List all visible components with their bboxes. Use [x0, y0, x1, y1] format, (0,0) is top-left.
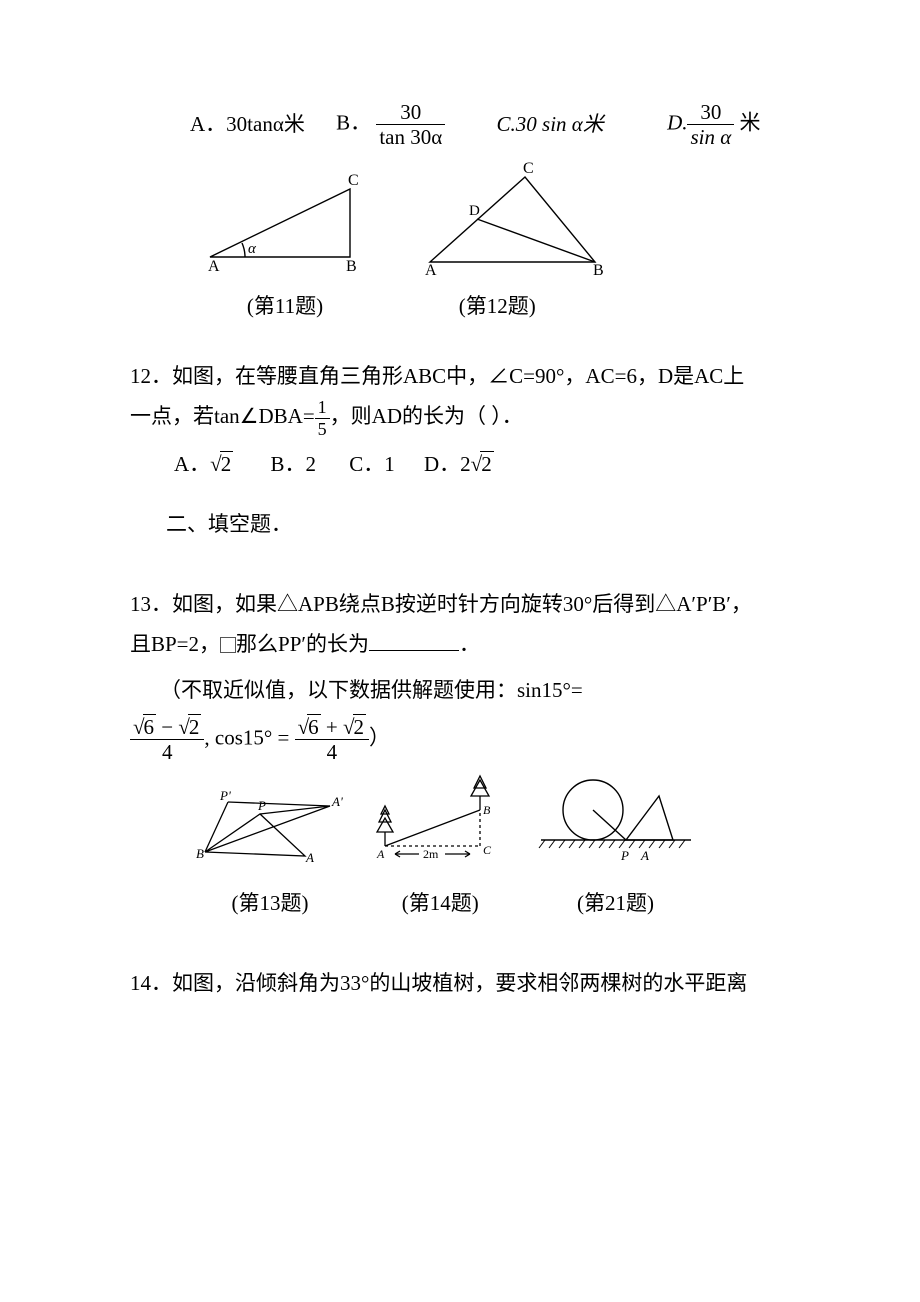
q13-hint-suf: ） — [369, 725, 390, 749]
q13-f2-den: 4 — [295, 740, 369, 764]
q12-optA: A．√2 — [174, 452, 238, 476]
q12-optC: C．1 — [349, 452, 395, 476]
q12-optA-rad: 2 — [220, 451, 234, 476]
q13-f1-b: 2 — [188, 714, 202, 739]
q13-line2: 且BP=2， 那么PP′的长为 ． — [130, 625, 790, 665]
q13-line2a: 且BP=2， — [130, 632, 220, 656]
q13-line2b: 那么PP′的长为 — [236, 632, 369, 656]
question-13: 13．如图，如果△APB绕点B按逆时针方向旋转30°后得到△A′P′B′， 且B… — [130, 585, 790, 764]
fig11-C: C — [348, 172, 359, 189]
caption-14: (第14题) — [365, 884, 515, 924]
q13-mid: , cos15° = — [204, 725, 294, 749]
fig13-Ap: A' — [331, 794, 343, 809]
fig11-B: B — [346, 258, 357, 275]
q12-line2: 一点，若tan∠DBA= 1 5 ，则AD的长为（ ）． — [130, 397, 790, 439]
figure-14: A B C 2m — [365, 774, 515, 864]
opt-C-text: C.30 sin α米 — [497, 112, 604, 136]
q13-frac2: √6 + √2 4 — [295, 715, 369, 764]
opt-A-text: A．30tanα米 — [190, 112, 305, 136]
q13-f1-num: √6 − √2 — [130, 715, 204, 740]
caption-13: (第13题) — [190, 884, 350, 924]
fig11-alpha: α — [248, 241, 257, 257]
q13-hint-pre: （不取近似值，以下数据供解题使用：sin15°= — [160, 678, 583, 702]
fig11-A: A — [208, 258, 220, 275]
q13-formula: √6 − √2 4 , cos15° = √6 + √2 4 ） — [130, 715, 790, 764]
section-2-title: 二、填空题． — [166, 505, 790, 545]
figure-row-11-12: A B C α A B C D — [190, 157, 790, 277]
fig12-D: D — [469, 203, 480, 219]
opt-D-prefix: D. — [667, 110, 687, 134]
fig14-C: C — [483, 843, 492, 857]
fig13-P: P — [257, 798, 266, 813]
opt-D: D. 30 sin α 米 — [667, 100, 760, 149]
opt-B-num: 30 — [376, 100, 445, 125]
q12-optB: B．2 — [270, 452, 316, 476]
opt-D-fraction: 30 sin α — [687, 100, 734, 149]
figure-12: A B C D — [405, 157, 625, 277]
q12-optA-pre: A． — [174, 452, 210, 476]
caption-21: (第21题) — [531, 884, 701, 924]
q13-frac1: √6 − √2 4 — [130, 715, 204, 764]
fig14-B: B — [483, 803, 491, 817]
figure-11: A B C α — [190, 167, 380, 277]
q12-line2b: ，则AD的长为（ ）． — [330, 404, 523, 428]
q13-hint: （不取近似值，以下数据供解题使用：sin15°= — [160, 671, 790, 711]
fig12-C: C — [523, 160, 534, 177]
caption-11: (第11题) — [190, 287, 380, 327]
q13-line1: 13．如图，如果△APB绕点B按逆时针方向旋转30°后得到△A′P′B′， — [130, 585, 790, 625]
opt-B-den: tan 30α — [376, 125, 445, 149]
q12-line2a: 一点，若tan∠DBA= — [130, 404, 315, 428]
q12-line1: 12．如图，在等腰直角三角形ABC中，∠C=90°，AC=6，D是AC上 — [130, 357, 790, 397]
question-14: 14．如图，沿倾斜角为33°的山坡植树，要求相邻两棵树的水平距离 — [130, 964, 790, 1004]
opt-A: A．30tanα米 — [190, 105, 305, 145]
q12-optD-pre: D．2 — [424, 452, 471, 476]
opt-D-den: sin α — [687, 125, 734, 149]
q12-optD-rad: 2 — [480, 451, 494, 476]
fig12-A: A — [425, 262, 437, 277]
fig21-A: A — [640, 848, 649, 863]
q12-frac-den: 5 — [315, 419, 330, 440]
fig13-A: A — [305, 850, 314, 864]
opt-D-num: 30 — [687, 100, 734, 125]
opt-B: B． 30 tan 30α — [336, 100, 445, 149]
q14-line1: 14．如图，沿倾斜角为33°的山坡植树，要求相邻两棵树的水平距离 — [130, 964, 790, 1004]
opt-B-prefix: B． — [336, 110, 371, 134]
fig13-B: B — [196, 846, 204, 861]
q12-optD: D．2√2 — [424, 452, 494, 476]
fig12-B: B — [593, 262, 604, 277]
fig13-Pp: P' — [219, 788, 231, 803]
figure-21: P A — [531, 774, 701, 864]
fig14-dist: 2m — [423, 847, 439, 861]
q13-f1-a: 6 — [143, 714, 157, 739]
q13-f2-b: 2 — [353, 714, 367, 739]
q13-f2-num: √6 + √2 — [295, 715, 369, 740]
q13-line2c: ． — [459, 632, 480, 656]
q13-f2-a: 6 — [307, 714, 321, 739]
q12-fraction: 1 5 — [315, 397, 330, 439]
q13-f1-den: 4 — [130, 740, 204, 764]
caption-row-11-12: (第11题) (第12题) — [190, 287, 790, 327]
placeholder-box-icon — [220, 637, 236, 653]
q12-options: A．√2 B．2 C．1 D．2√2 — [174, 445, 790, 485]
opt-D-suffix: 米 — [734, 110, 760, 134]
q12-frac-num: 1 — [315, 397, 330, 419]
question-12: 12．如图，在等腰直角三角形ABC中，∠C=90°，AC=6，D是AC上 一点，… — [130, 357, 790, 485]
opt-C: C.30 sin α米 — [497, 105, 604, 145]
opt-B-fraction: 30 tan 30α — [376, 100, 445, 149]
q11-options: A．30tanα米 B． 30 tan 30α C.30 sin α米 D. 3… — [190, 100, 790, 149]
caption-12: (第12题) — [387, 287, 607, 327]
q13-blank — [369, 631, 459, 651]
fig21-P: P — [620, 848, 629, 863]
figure-row-13-14-21: P' P A' B A (第13题) — [190, 774, 790, 924]
fig14-A: A — [376, 847, 385, 861]
figure-13: P' P A' B A — [190, 784, 350, 864]
